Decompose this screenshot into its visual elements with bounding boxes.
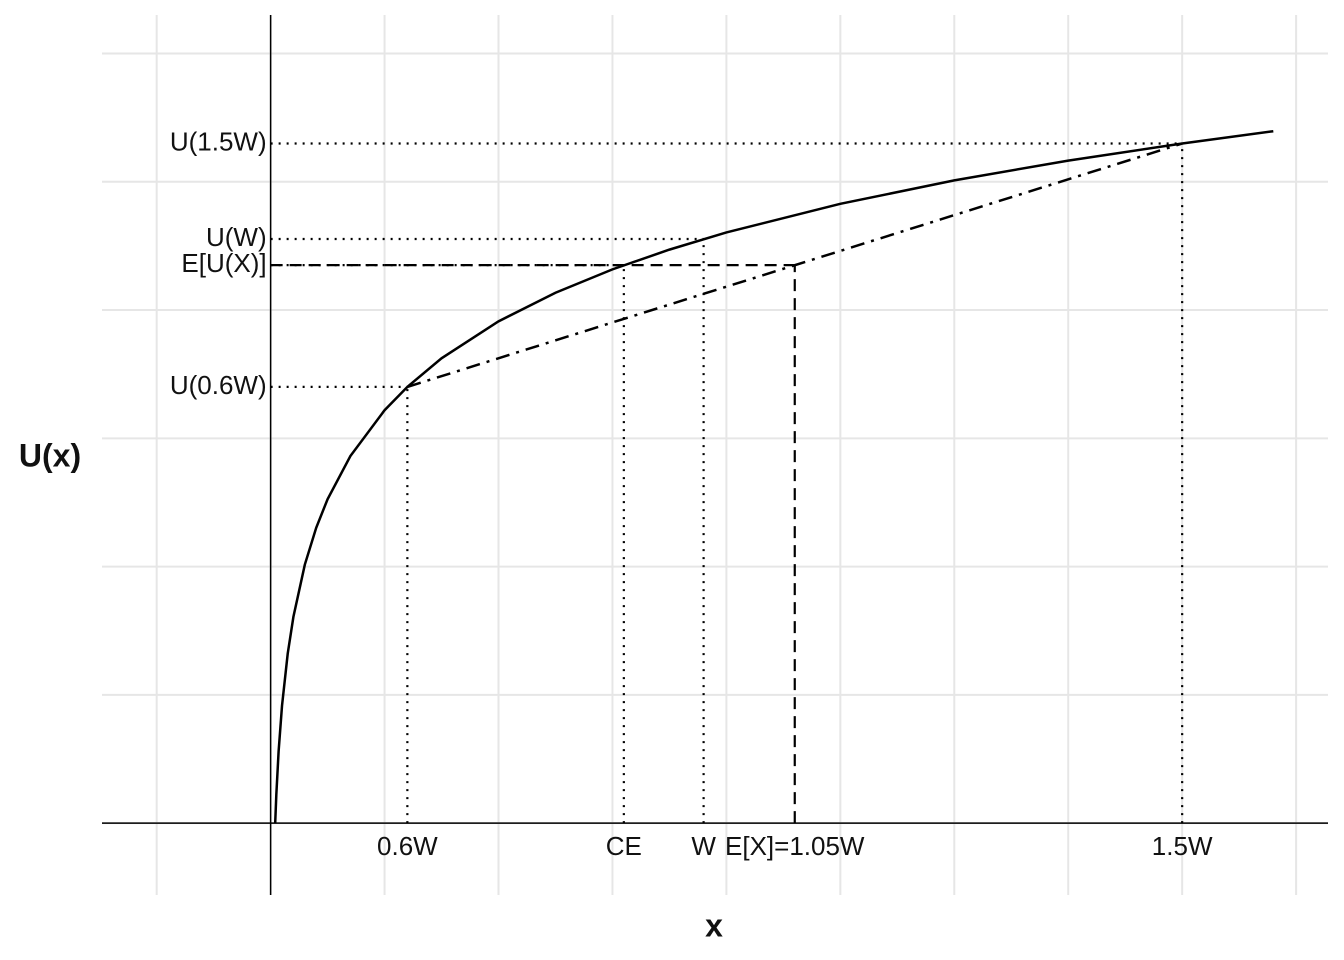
x-tick-label: W: [691, 831, 716, 861]
x-tick-label: 0.6W: [377, 831, 438, 861]
x-tick-label: CE: [606, 831, 642, 861]
y-tick-label: U(W): [206, 222, 267, 252]
y-axis-title: U(x): [19, 437, 81, 473]
x-tick-label: E[X]=1.05W: [725, 831, 865, 861]
x-axis-title: x: [705, 907, 723, 943]
y-tick-label: U(0.6W): [170, 370, 267, 400]
y-tick-label: U(1.5W): [170, 126, 267, 156]
series-line: [406, 142, 1183, 389]
y-tick-label: E[U(X)]: [181, 248, 266, 278]
x-tick-label: 1.5W: [1152, 831, 1213, 861]
series-line: [273, 129, 1274, 824]
